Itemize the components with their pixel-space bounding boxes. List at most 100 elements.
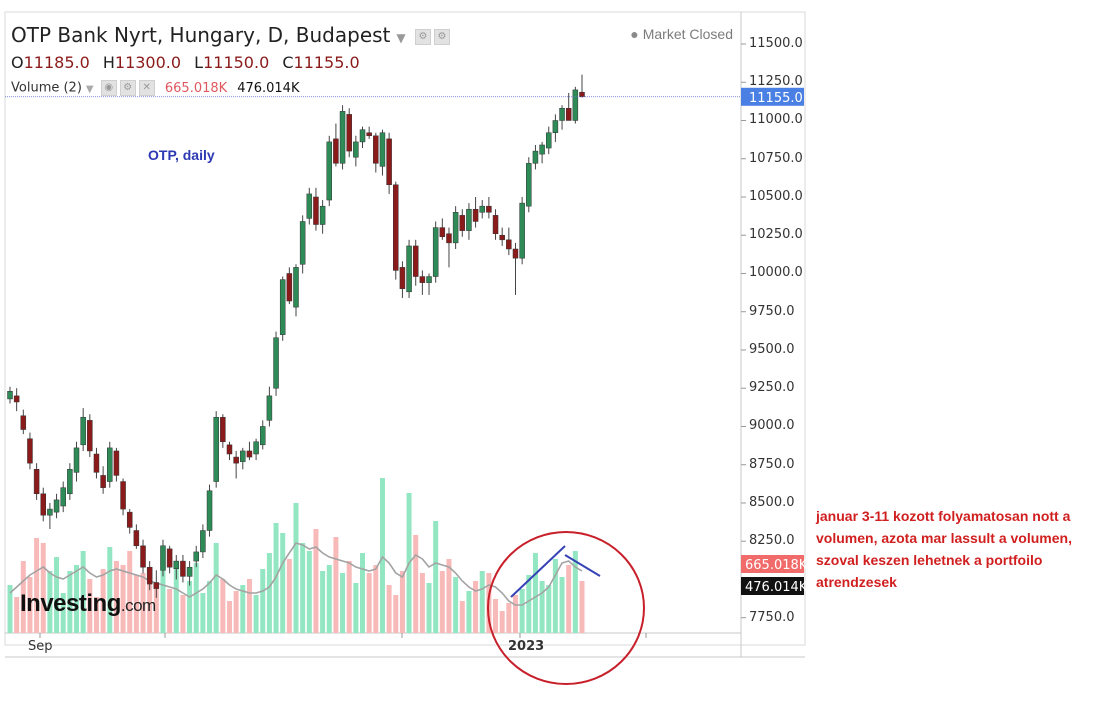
volume-study-row[interactable]: Volume (2) ▼ ◉ ⚙ ✕ 665.018K 476.014K xyxy=(11,80,299,96)
candle-body xyxy=(526,163,532,207)
volume-bar xyxy=(113,561,119,633)
candle-body xyxy=(80,417,86,446)
volume-bar xyxy=(572,551,578,633)
low-value: 11150.0 xyxy=(203,53,270,72)
volume-bar xyxy=(67,571,73,633)
volume-bar xyxy=(173,569,179,633)
volume-bar xyxy=(433,521,439,633)
volume-bar xyxy=(453,577,459,633)
volume-bar xyxy=(54,557,60,633)
candle-body xyxy=(7,391,13,400)
candle-body xyxy=(346,114,352,152)
volume-bar xyxy=(526,575,532,633)
volume-bar xyxy=(20,561,26,633)
volume-bar xyxy=(153,589,159,633)
candle-body xyxy=(53,499,60,513)
candle-body xyxy=(220,417,226,443)
volume-bar xyxy=(107,547,113,633)
time-tick-label: Sep xyxy=(28,639,53,654)
volume-bar xyxy=(512,595,518,633)
candle-body xyxy=(293,267,299,308)
volume-visibility-icon[interactable]: ◉ xyxy=(100,80,117,96)
candle-body xyxy=(326,141,333,201)
candle-body xyxy=(140,545,146,568)
settings-gear-icon[interactable]: ⚙ xyxy=(433,28,450,45)
candle-body xyxy=(459,215,466,231)
volume-bar xyxy=(506,603,512,633)
volume-bar xyxy=(552,559,558,633)
price-tick-label: 7750.0 xyxy=(749,609,795,625)
candle-body xyxy=(40,493,47,516)
candle-body xyxy=(506,239,512,250)
volume-bar xyxy=(379,478,385,633)
volume-bar xyxy=(193,563,199,633)
candle-body xyxy=(13,395,20,403)
volume-bar xyxy=(419,573,425,633)
candle-body xyxy=(359,129,366,143)
volume-bar xyxy=(207,581,213,633)
volume-bar xyxy=(140,573,146,633)
candle-body xyxy=(299,221,306,265)
volume-bar xyxy=(360,553,366,633)
candle-body xyxy=(186,566,193,577)
candle-body xyxy=(33,469,40,495)
settings-icon[interactable]: ⚙ xyxy=(414,28,431,45)
candle-body xyxy=(399,267,406,290)
volume-tag xyxy=(741,555,804,573)
volume-bar xyxy=(266,553,272,633)
volume-bar xyxy=(286,559,292,633)
time-tick-label: 2023 xyxy=(508,639,545,654)
volume-bar xyxy=(187,581,193,633)
price-tick-label: 9500.0 xyxy=(749,341,795,357)
chart-title[interactable]: OTP Bank Nyrt, Hungary, D, Budapest ▼ ⚙ ⚙ xyxy=(11,23,450,47)
volume-bar xyxy=(14,597,20,633)
last-price-tag xyxy=(741,87,804,106)
volume-tag-text: 665.018K xyxy=(745,558,808,573)
candle-body xyxy=(226,444,233,455)
candle-body xyxy=(180,560,186,577)
candle-body xyxy=(519,202,525,259)
candle-body xyxy=(60,487,66,507)
candle-body xyxy=(512,248,519,259)
volume-close-icon[interactable]: ✕ xyxy=(138,80,155,96)
volume-bar xyxy=(353,583,359,633)
title-dropdown-icon[interactable]: ▼ xyxy=(396,31,406,45)
volume-study-label: Volume (2) xyxy=(11,80,82,96)
volume-bar xyxy=(399,571,405,633)
chart-frame xyxy=(4,11,806,646)
price-tick-label: 10250.0 xyxy=(749,227,803,243)
candle-body xyxy=(559,108,565,121)
candle-body xyxy=(200,530,206,553)
candle-body xyxy=(373,135,379,164)
price-tick-label: 11000.0 xyxy=(749,112,803,128)
high-label: H xyxy=(102,53,115,72)
ohlc-readout: O11185.0 H11300.0 L11150.0 C11155.0 xyxy=(11,53,368,72)
volume-bar xyxy=(539,581,545,633)
candle-body xyxy=(439,227,446,238)
volume-bar xyxy=(566,565,572,633)
candle-body xyxy=(146,566,153,585)
volume-bar xyxy=(326,565,332,633)
volume-bar xyxy=(546,585,552,633)
candle-body xyxy=(133,530,140,547)
open-label: O xyxy=(11,53,24,72)
candle-body xyxy=(532,150,539,164)
price-tick-label: 9000.0 xyxy=(749,418,795,434)
volume-bar xyxy=(393,595,399,633)
volume-settings-icon[interactable]: ⚙ xyxy=(119,80,136,96)
price-tick-label: 10500.0 xyxy=(749,188,803,204)
volume-bar xyxy=(346,561,352,633)
logo-suffix: .com xyxy=(120,596,156,615)
study-label: OTP, daily xyxy=(148,147,215,163)
candle-body xyxy=(20,415,27,430)
candle-body xyxy=(240,450,246,462)
volume-bar xyxy=(532,553,538,633)
close-value: 11155.0 xyxy=(293,53,360,72)
volume-bar xyxy=(147,583,153,633)
price-tick-label: 9250.0 xyxy=(749,380,795,396)
candle-body xyxy=(213,417,219,482)
volume-bar xyxy=(7,585,13,633)
volume-dropdown-icon[interactable]: ▼ xyxy=(85,83,94,95)
volume-bar xyxy=(426,583,432,633)
